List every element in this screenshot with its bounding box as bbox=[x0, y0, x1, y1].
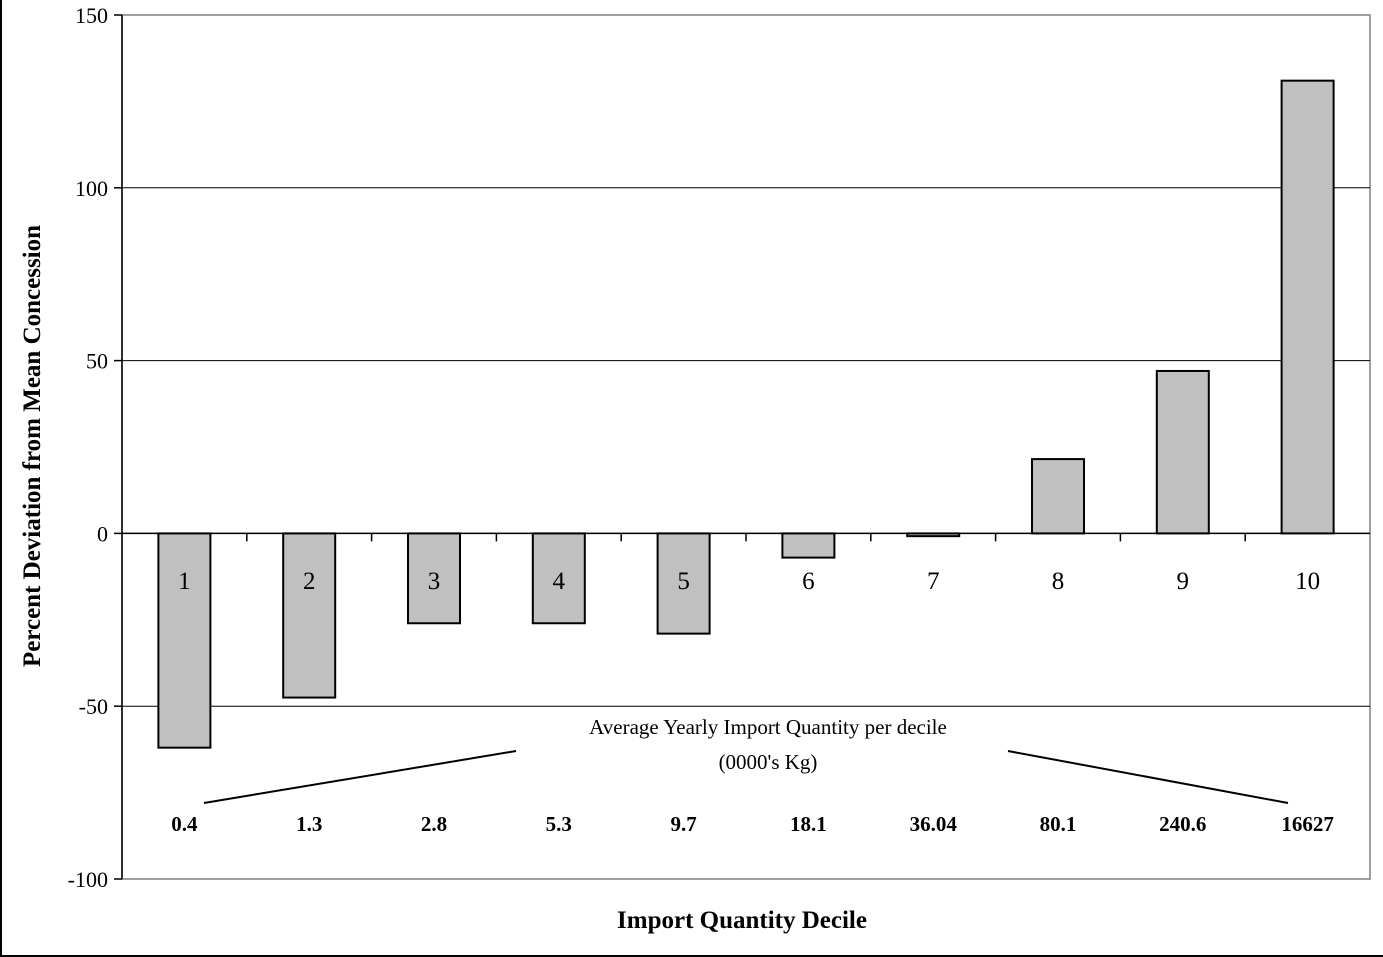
bar bbox=[157, 532, 212, 749]
quantity-label: 2.8 bbox=[421, 812, 447, 836]
annotation-leader-right bbox=[1007, 750, 1289, 804]
bar bbox=[656, 532, 711, 635]
quantity-label: 240.6 bbox=[1159, 812, 1206, 836]
quantity-label: 5.3 bbox=[546, 812, 572, 836]
category-label: 8 bbox=[1052, 568, 1065, 595]
quantity-label: 16627 bbox=[1281, 812, 1334, 836]
bars bbox=[157, 79, 1335, 749]
bar bbox=[407, 532, 461, 625]
labels: 150 100 50 0 -50 -100 1 0.4 2 1.3 3 2.8 4 5.3 5 9.7 6 18.… bbox=[68, 3, 1334, 892]
y-tick-label: -50 bbox=[79, 694, 108, 719]
quantity-label: 36.04 bbox=[910, 812, 958, 836]
y-tick-label: 50 bbox=[86, 349, 108, 374]
annotation-line-2: (0000's Kg) bbox=[719, 750, 818, 774]
category-label: 2 bbox=[303, 568, 316, 595]
axes bbox=[114, 14, 1370, 880]
category-label: 10 bbox=[1295, 568, 1320, 595]
bar bbox=[1280, 79, 1335, 535]
category-label: 1 bbox=[178, 568, 191, 595]
y-tick-label: 150 bbox=[75, 3, 108, 28]
category-label: 6 bbox=[802, 568, 815, 595]
quantity-label: 18.1 bbox=[790, 812, 827, 836]
bar bbox=[781, 532, 836, 559]
category-label: 4 bbox=[553, 568, 566, 595]
category-label: 9 bbox=[1177, 568, 1190, 595]
bar bbox=[1155, 369, 1210, 535]
bar bbox=[282, 532, 337, 699]
quantity-label: 1.3 bbox=[296, 812, 322, 836]
category-label: 7 bbox=[927, 568, 940, 595]
y-axis-label: Percent Deviation from Mean Concession bbox=[19, 225, 46, 667]
y-tick-label: -100 bbox=[68, 867, 108, 892]
y-tick-label: 100 bbox=[75, 176, 108, 201]
category-label: 3 bbox=[428, 568, 441, 595]
quantity-label: 80.1 bbox=[1040, 812, 1077, 836]
annotation-line-1: Average Yearly Import Quantity per decil… bbox=[589, 715, 947, 739]
x-axis-label: Import Quantity Decile bbox=[617, 907, 867, 934]
quantity-label: 0.4 bbox=[171, 812, 198, 836]
quantity-label: 9.7 bbox=[670, 812, 696, 836]
bar bbox=[1031, 458, 1085, 535]
y-tick-label: 0 bbox=[97, 521, 108, 546]
category-label: 5 bbox=[677, 568, 690, 595]
annotation-leader-left bbox=[203, 750, 517, 804]
